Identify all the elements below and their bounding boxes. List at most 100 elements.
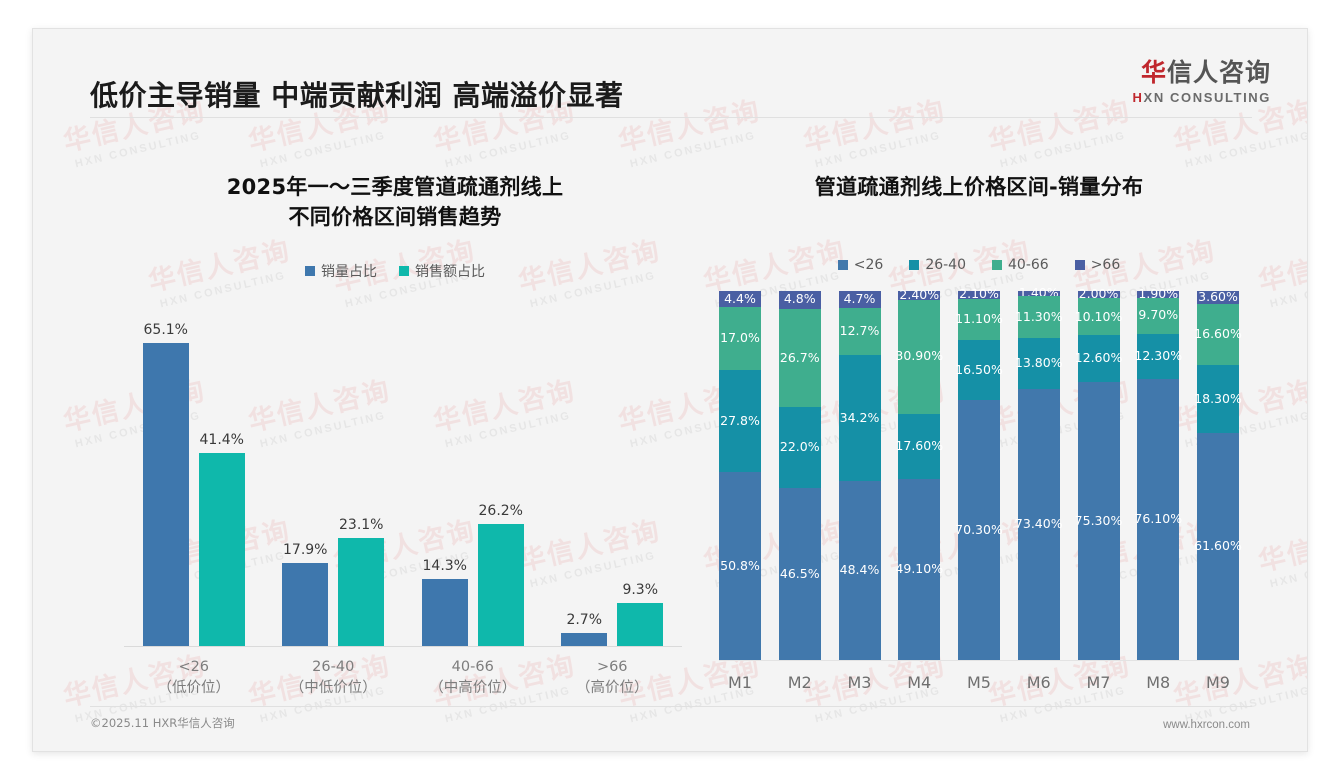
- stacked-bar-segment[interactable]: 13.80%: [1014, 337, 1063, 389]
- legend-item[interactable]: 销售额占比: [399, 261, 485, 281]
- segment-value-label: 76.10%: [1134, 511, 1183, 527]
- stacked-bar-column[interactable]: 4.7% 12.7% 34.2% 48.4%: [838, 290, 881, 660]
- stacked-bar-segment[interactable]: 9.70%: [1137, 297, 1180, 334]
- stacked-bar-segment[interactable]: 75.30%: [1075, 381, 1122, 660]
- stacked-bar-segment[interactable]: 2.10%: [958, 286, 1000, 302]
- stacked-bar-column[interactable]: 4.4% 17.0% 27.8% 50.8%: [719, 290, 761, 660]
- legend-swatch-icon: [837, 259, 848, 270]
- stacked-bar-segment[interactable]: 17.0%: [719, 307, 761, 370]
- stacked-bar-segment[interactable]: 16.50%: [955, 339, 1003, 401]
- stacked-bar-segment[interactable]: 4.8%: [778, 290, 821, 309]
- logo-en-accent: H: [1132, 89, 1144, 105]
- stacked-bar-segment[interactable]: 17.60%: [895, 413, 943, 479]
- segment-value-label: 16.50%: [955, 361, 1003, 377]
- bar-column[interactable]: 17.9%: [282, 299, 329, 646]
- stacked-bar-segment[interactable]: 76.10%: [1134, 378, 1183, 660]
- stacked-bar-segment[interactable]: 50.8%: [719, 472, 761, 660]
- bar-rect[interactable]: [142, 342, 189, 646]
- slide-header: 低价主导销量 中端贡献利润 高端溢价显著 华信人咨询 HXN CONSULTIN…: [33, 29, 1307, 119]
- stacked-bar-column[interactable]: 2.00% 10.10% 12.60% 75.30%: [1075, 288, 1122, 660]
- stacked-bar-segment[interactable]: 1.40%: [1017, 287, 1060, 299]
- x-axis-tick-label: M5: [967, 672, 991, 692]
- stacked-bar-column[interactable]: 2.40% 30.90% 17.60% 49.10%: [895, 288, 943, 660]
- stacked-bar-segment[interactable]: 70.30%: [955, 400, 1003, 660]
- segment-value-label: 48.4%: [839, 562, 880, 578]
- bar-column[interactable]: 41.4%: [198, 299, 245, 646]
- stacked-bar-segment[interactable]: 46.5%: [778, 488, 821, 660]
- stacked-bar-column[interactable]: 1.40% 11.30% 13.80% 73.40%: [1014, 287, 1063, 660]
- stacked-bar-segment[interactable]: 26.7%: [778, 308, 821, 408]
- stacked-bar-segment[interactable]: 2.40%: [898, 288, 941, 301]
- left-chart-groups: 65.1% 41.4% 17.9% 23.1% 14.3% 26.2% 2.7% 9.3%: [124, 299, 682, 646]
- x-tick-sub: （高价位）: [576, 679, 649, 696]
- x-tick-main: <26: [178, 658, 210, 675]
- stacked-bar-segment[interactable]: 2.00%: [1077, 288, 1120, 300]
- bar-column[interactable]: 23.1%: [338, 299, 385, 646]
- legend-label: <26: [853, 256, 884, 273]
- bar-group: 2.7% 9.3%: [543, 299, 683, 646]
- stacked-bar-segment[interactable]: 12.60%: [1075, 335, 1122, 382]
- stacked-bar-segment[interactable]: 16.60%: [1194, 304, 1242, 366]
- stacked-bar-segment[interactable]: 18.30%: [1194, 365, 1242, 433]
- bar-rect[interactable]: [338, 537, 385, 646]
- stacked-bar-segment[interactable]: 11.10%: [955, 298, 1003, 340]
- bar-column[interactable]: 65.1%: [142, 299, 189, 646]
- legend-item[interactable]: 40-66: [992, 257, 1049, 273]
- left-chart-x-labels: <26 （低价位） 26-40 （中低价位） 40-66 （中高价位） >66 （高价位）: [124, 657, 682, 699]
- x-axis-tick-label: M7: [1086, 672, 1111, 692]
- bar-value-label: 14.3%: [422, 557, 467, 574]
- bar-group: 65.1% 41.4%: [124, 299, 264, 646]
- header-divider: [90, 117, 1252, 118]
- segment-value-label: 46.5%: [779, 565, 820, 581]
- bar-rect[interactable]: [617, 602, 664, 646]
- legend-item[interactable]: >66: [1074, 257, 1120, 273]
- stacked-bar-segment[interactable]: 27.8%: [719, 369, 761, 473]
- stacked-bar-segment[interactable]: 12.7%: [838, 308, 881, 355]
- x-axis-tick-label: <26 （低价位）: [124, 657, 264, 699]
- stacked-bar-segment[interactable]: 22.0%: [778, 407, 821, 489]
- stacked-bar-segment[interactable]: 10.10%: [1075, 298, 1122, 336]
- segment-value-label: 4.8%: [783, 291, 816, 307]
- bar-rect[interactable]: [198, 452, 245, 646]
- stacked-bar-segment[interactable]: 34.2%: [838, 355, 881, 482]
- x-axis-tick-label: M1: [728, 672, 752, 692]
- legend-item[interactable]: 26-40: [909, 257, 966, 273]
- stacked-bar-column[interactable]: 4.8% 26.7% 22.0% 46.5%: [778, 290, 821, 660]
- bar-column[interactable]: 2.7%: [561, 299, 608, 646]
- stacked-bar-segment[interactable]: 49.10%: [895, 478, 943, 660]
- bar-rect[interactable]: [561, 632, 608, 646]
- bar-rect[interactable]: [421, 578, 468, 646]
- bar-rect[interactable]: [282, 562, 329, 646]
- bar-column[interactable]: 9.3%: [617, 299, 664, 646]
- bar-column[interactable]: 14.3%: [421, 299, 468, 646]
- legend-item[interactable]: <26: [837, 256, 884, 273]
- legend-item[interactable]: 销量占比: [305, 261, 377, 281]
- x-axis-tick-label: 40-66 （中高价位）: [403, 657, 543, 699]
- stacked-bar-segment[interactable]: 61.60%: [1194, 432, 1242, 660]
- bar-rect[interactable]: [477, 523, 524, 646]
- segment-value-label: 13.80%: [1014, 354, 1063, 370]
- x-axis-tick-label: >66 （高价位）: [543, 657, 683, 699]
- stacked-bar-segment[interactable]: 48.4%: [838, 481, 881, 660]
- segment-value-label: 9.70%: [1138, 307, 1179, 323]
- left-chart-title: 2025年一～三季度管道疏通剂线上 不同价格区间销售趋势: [90, 147, 700, 233]
- stacked-bar-segment[interactable]: 73.40%: [1015, 388, 1063, 660]
- stacked-bar-column[interactable]: 2.10% 11.10% 16.50% 70.30%: [955, 286, 1003, 660]
- stacked-bar-segment[interactable]: 3.60%: [1197, 291, 1239, 305]
- left-chart-legend: 销量占比 销售额占比: [90, 261, 700, 281]
- stacked-bar-segment[interactable]: 11.30%: [1015, 295, 1063, 338]
- stacked-bar-segment[interactable]: 1.90%: [1137, 288, 1180, 300]
- bar-column[interactable]: 26.2%: [477, 299, 524, 646]
- legend-label: 26-40: [925, 256, 966, 273]
- stacked-bar-column[interactable]: 3.60% 16.60% 18.30% 61.60%: [1194, 291, 1242, 660]
- x-axis-tick-label: M4: [907, 672, 932, 692]
- stacked-bar-column[interactable]: 1.90% 9.70% 12.30% 76.10%: [1134, 288, 1183, 660]
- stacked-bar-segment[interactable]: 4.7%: [838, 290, 881, 309]
- stacked-bar-segment[interactable]: 4.4%: [719, 290, 761, 308]
- x-tick-sub: （低价位）: [157, 679, 231, 696]
- segment-value-label: 2.10%: [959, 286, 999, 302]
- stacked-bar-segment[interactable]: 12.30%: [1134, 333, 1182, 379]
- stacked-bar-segment[interactable]: 30.90%: [895, 299, 943, 414]
- segment-value-label: 1.40%: [1018, 285, 1059, 301]
